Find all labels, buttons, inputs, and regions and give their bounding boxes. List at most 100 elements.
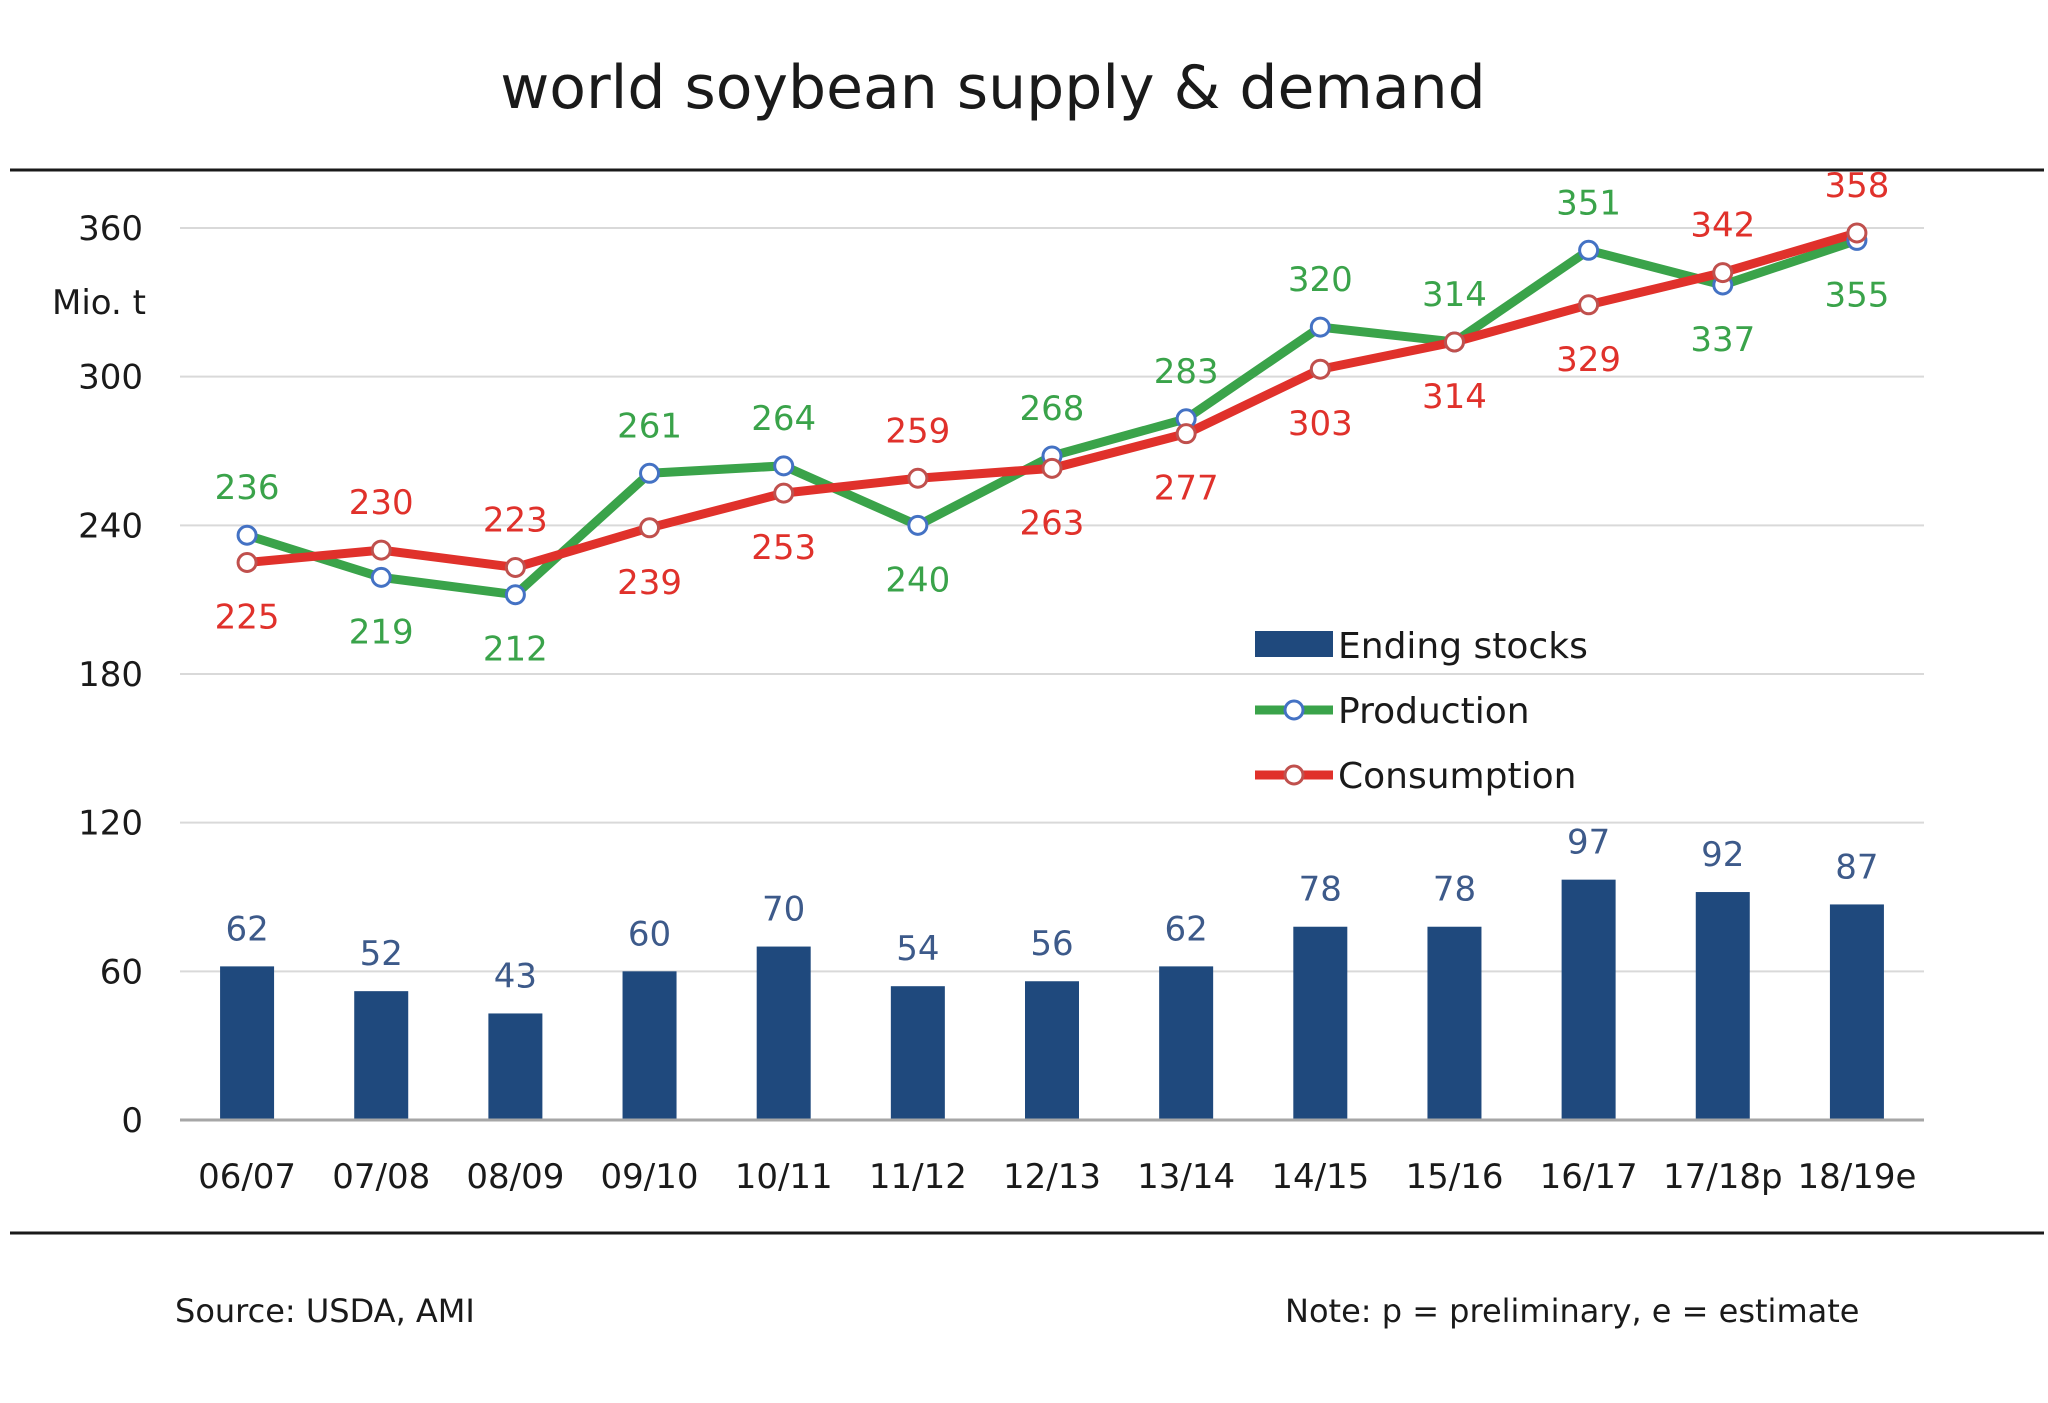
consumption-data-label: 223 [483, 500, 548, 540]
production-data-label: 261 [617, 406, 682, 446]
x-tick-label: 09/10 [601, 1157, 699, 1197]
legend-label: Ending stocks [1338, 626, 1588, 667]
production-point [504, 584, 526, 606]
bar-data-label: 87 [1835, 847, 1878, 887]
production-point [370, 566, 392, 588]
production-data-label: 219 [349, 612, 414, 652]
consumption-data-label: 230 [349, 483, 414, 523]
consumption-data-label: 329 [1556, 340, 1621, 380]
consumption-point [504, 556, 526, 578]
consumption-data-label: 239 [617, 563, 682, 603]
production-data-label: 355 [1824, 275, 1889, 315]
footnote: Note: p = preliminary, e = estimate [1285, 1292, 1859, 1330]
consumption-point [1041, 457, 1063, 479]
bar-ending-stocks [1427, 926, 1482, 1120]
legend: Ending stocks Production Consumption [1255, 626, 1588, 797]
bar-data-label: 62 [225, 909, 268, 949]
consumption-data-label: 342 [1690, 206, 1755, 246]
x-tick-label: 10/11 [735, 1157, 833, 1197]
production-data-label: 314 [1422, 275, 1487, 315]
y-tick-label: 360 [78, 209, 143, 249]
bar-ending-stocks [488, 1013, 543, 1120]
y-tick-label: 120 [78, 804, 143, 844]
legend-label: Production [1338, 691, 1530, 732]
x-tick-label: 18/19e [1797, 1157, 1916, 1197]
consumption-data-label: 303 [1288, 404, 1353, 444]
bar-data-label: 43 [494, 956, 537, 996]
ending-stocks-bars [220, 879, 1884, 1120]
production-point [773, 455, 795, 477]
bar-data-label: 92 [1701, 835, 1744, 875]
production-point [1309, 316, 1331, 338]
production-data-label: 264 [751, 399, 816, 439]
bar-data-label: 52 [360, 934, 403, 974]
consumption-data-label: 225 [215, 598, 280, 638]
y-tick-label: 0 [121, 1101, 143, 1141]
consumption-data-label: 277 [1154, 469, 1219, 509]
bar-data-label: 62 [1165, 909, 1208, 949]
x-tick-label: 07/08 [332, 1157, 430, 1197]
x-tick-label: 14/15 [1271, 1157, 1369, 1197]
x-axis-categories: 06/07 07/08 08/09 09/10 10/11 11/12 12/13 13/14… [198, 1157, 1916, 1197]
production-point [236, 524, 258, 546]
production-point [907, 514, 929, 536]
y-tick-label: 180 [78, 655, 143, 695]
bar-ending-stocks [622, 971, 677, 1120]
production-data-label: 283 [1154, 352, 1219, 392]
bar-ending-stocks [220, 966, 275, 1120]
consumption-data-label: 259 [885, 411, 950, 451]
consumption-data-label: 358 [1824, 166, 1889, 206]
bar-ending-stocks [1695, 892, 1750, 1120]
y-tick-label: 60 [100, 952, 143, 992]
production-data-label: 240 [885, 560, 950, 600]
consumption-point [773, 482, 795, 504]
bar-ending-stocks [1025, 981, 1079, 1120]
y-tick-label: 300 [78, 358, 143, 398]
bar-data-label: 56 [1030, 924, 1073, 964]
bar-ending-stocks [756, 946, 811, 1120]
bar-ending-stocks [1293, 926, 1348, 1120]
consumption-point [1846, 222, 1868, 244]
legend-marker [1283, 764, 1305, 786]
consumption-point [1309, 358, 1331, 380]
gridlines [180, 227, 1924, 973]
bar-data-label: 78 [1433, 870, 1476, 910]
production-data-label: 236 [215, 468, 280, 508]
x-tick-label: 06/07 [198, 1157, 296, 1197]
production-data-label: 212 [483, 630, 548, 670]
x-tick-label: 08/09 [466, 1157, 564, 1197]
line-series [236, 222, 1868, 606]
consumption-point [236, 552, 258, 573]
data-labels: 62 52 43 60 70 54 56 62 78 78 97 92 87 236 225 219 230 21… [215, 166, 1890, 997]
bar-ending-stocks [890, 986, 945, 1120]
bar-data-label: 60 [628, 914, 671, 954]
chart-title: world soybean supply & demand [500, 53, 1486, 123]
consumption-data-label: 253 [751, 528, 816, 568]
consumption-point [1443, 331, 1465, 353]
bar-data-label: 97 [1567, 823, 1610, 863]
bar-data-label: 78 [1299, 870, 1342, 910]
bar-data-label: 70 [762, 890, 805, 930]
x-tick-label: 17/18p [1663, 1157, 1783, 1197]
bar-ending-stocks [1561, 879, 1616, 1120]
consumption-data-label: 263 [1020, 503, 1085, 543]
consumption-point [1712, 262, 1734, 284]
production-data-label: 351 [1556, 183, 1621, 223]
consumption-point [639, 517, 661, 539]
consumption-point [1578, 294, 1600, 316]
consumption-point [1175, 423, 1197, 445]
bar-data-label: 54 [896, 929, 939, 969]
production-data-label: 320 [1288, 260, 1353, 300]
production-data-label: 268 [1020, 389, 1085, 429]
source-note: Source: USDA, AMI [175, 1292, 475, 1330]
y-axis-ticks: 0 60 120 180 240 300 360 [78, 209, 143, 1141]
production-point [639, 462, 661, 484]
bar-ending-stocks [354, 991, 409, 1120]
x-tick-label: 11/12 [869, 1157, 967, 1197]
x-tick-label: 16/17 [1540, 1157, 1638, 1197]
production-point [1578, 239, 1600, 261]
x-tick-label: 15/16 [1405, 1157, 1503, 1197]
consumption-point [907, 467, 929, 489]
y-tick-label: 240 [78, 506, 143, 546]
